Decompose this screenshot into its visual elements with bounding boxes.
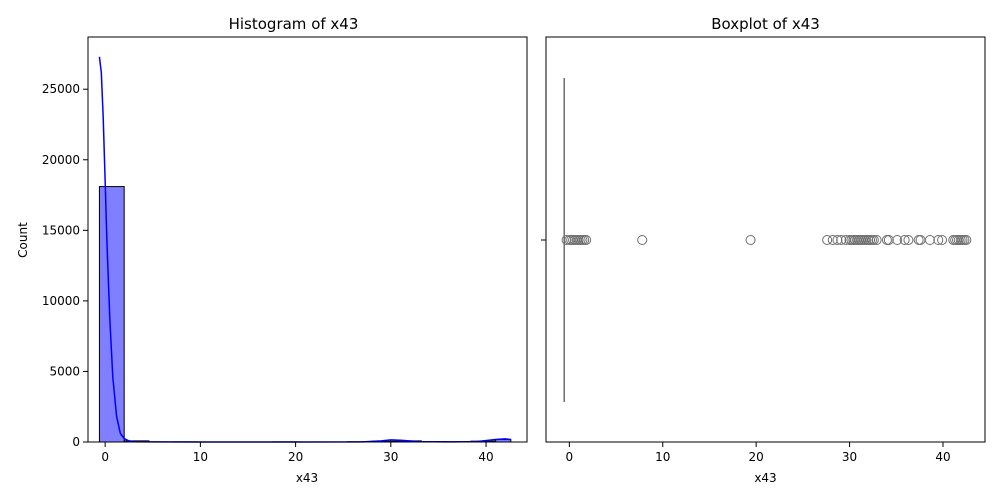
outlier-point (561, 235, 572, 245)
x-tick-label: 0 (566, 450, 574, 464)
x-tick-label: 30 (383, 450, 398, 464)
x-tick-label: 10 (655, 450, 670, 464)
outlier-point (881, 235, 892, 245)
x-tick-label: 20 (749, 450, 764, 464)
histogram-title: Histogram of x43 (229, 15, 359, 33)
outlier-point (832, 235, 843, 245)
histogram-y-ticks: 0 5000 10000 15000 20000 25000 (42, 82, 88, 449)
y-tick-label: 15000 (42, 223, 80, 237)
kde-line (98, 56, 511, 443)
outlier-point (871, 235, 882, 245)
boxplot-title: Boxplot of x43 (711, 15, 820, 33)
outlier-point (933, 235, 944, 245)
outlier-point (637, 235, 648, 245)
histogram-y-label: Count (16, 222, 30, 258)
boxplot-panel: Boxplot of x43 0 10 20 30 40 x43 (541, 15, 986, 485)
outlier-point (903, 235, 914, 245)
boxplot-x-ticks: 0 10 20 30 40 (566, 442, 951, 464)
histogram-x-label: x43 (296, 471, 318, 485)
outlier-point (883, 235, 894, 245)
boxplot-frame (545, 36, 986, 443)
x-tick-label: 30 (842, 450, 857, 464)
outlier-point (961, 235, 972, 245)
histogram-x-ticks: 0 10 20 30 40 (101, 442, 494, 464)
boxplot-plot-area (561, 78, 972, 402)
outlier-point (913, 235, 924, 245)
histogram-plot-area (98, 56, 512, 443)
outlier-point (581, 235, 592, 245)
y-tick-label: 0 (72, 435, 80, 449)
x-tick-label: 0 (101, 450, 109, 464)
outlier-point (899, 235, 910, 245)
x-tick-label: 40 (478, 450, 493, 464)
y-tick-label: 25000 (42, 82, 80, 96)
outlier-point (924, 235, 935, 245)
outlier-point (836, 235, 847, 245)
x-tick-label: 40 (935, 450, 950, 464)
x-tick-label: 10 (193, 450, 208, 464)
y-tick-label: 10000 (42, 294, 80, 308)
histogram-bar (98, 186, 125, 443)
outlier-point (915, 235, 926, 245)
outlier-point (827, 235, 838, 245)
outlier-point (892, 235, 903, 245)
histogram-frame (87, 36, 528, 443)
histogram-panel: Histogram of x43 0 10 20 30 40 0 5000 10000 150… (16, 15, 528, 485)
outlier-point (822, 235, 833, 245)
y-tick-label: 20000 (42, 153, 80, 167)
y-tick-label: 5000 (49, 364, 80, 378)
boxplot-x-label: x43 (754, 471, 776, 485)
x-tick-label: 20 (288, 450, 303, 464)
outlier-point (745, 235, 756, 245)
outlier-point (937, 235, 948, 245)
outlier-point (868, 235, 879, 245)
